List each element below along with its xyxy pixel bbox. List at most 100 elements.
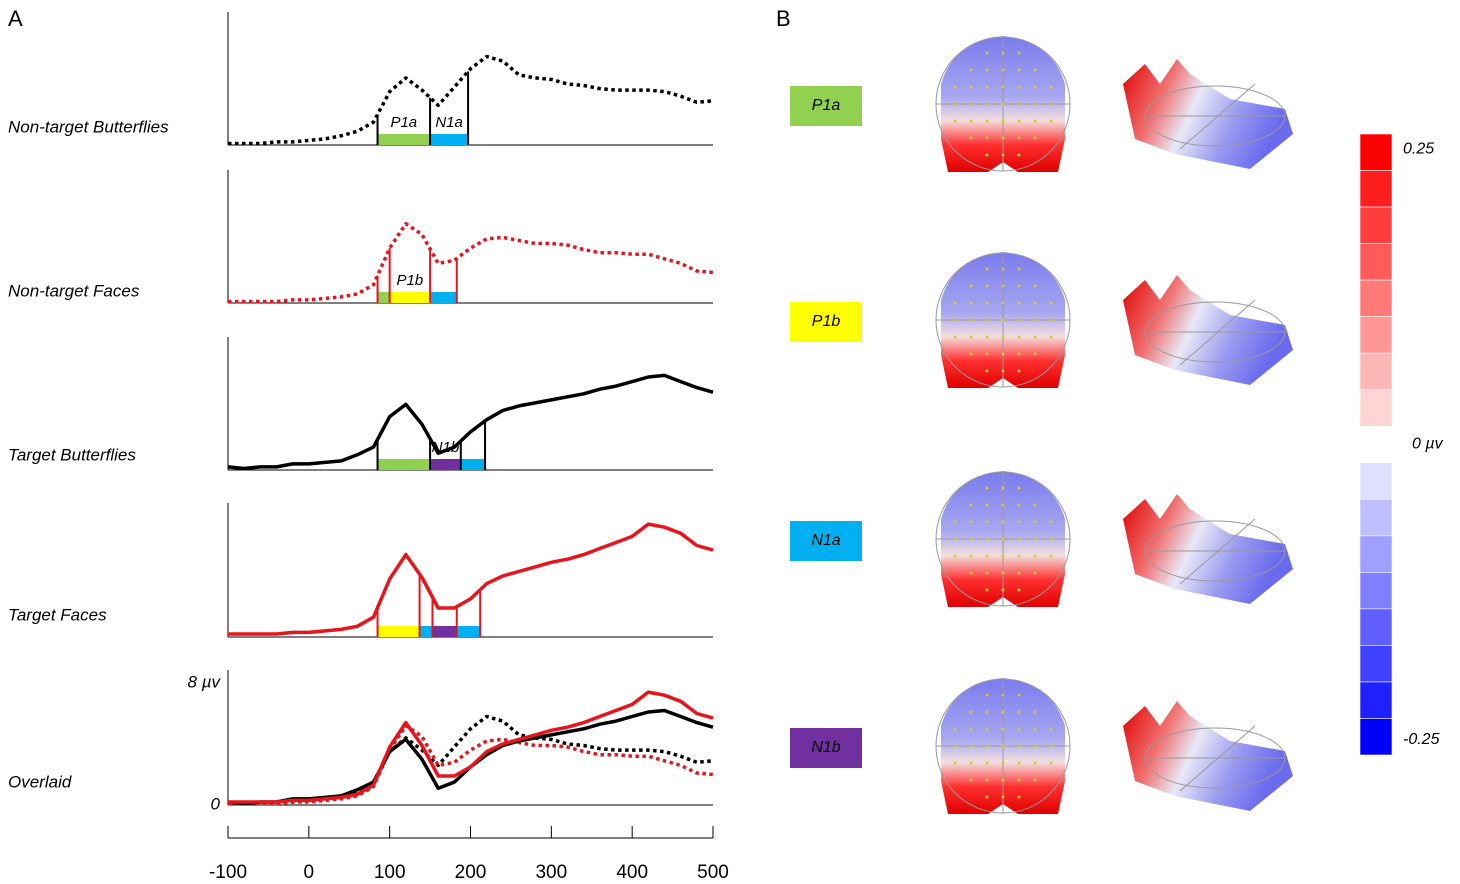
electrode (1049, 301, 1053, 305)
window (430, 134, 469, 145)
electrode (969, 761, 973, 765)
electrode (1049, 554, 1053, 558)
electrode (1033, 503, 1037, 507)
electrode (1017, 85, 1021, 89)
electrode (1033, 301, 1037, 305)
colorbar-label: 0 µv (1412, 436, 1444, 453)
electrode (985, 503, 989, 507)
x-tick-label: 200 (455, 862, 487, 883)
electrode (953, 744, 957, 748)
electrode (985, 537, 989, 541)
electrode (1017, 727, 1021, 731)
electrode (1033, 136, 1037, 140)
electrode (1001, 284, 1005, 288)
colorbar-step (1359, 681, 1393, 719)
electrode (1001, 520, 1005, 524)
electrode (969, 778, 973, 782)
component-box (790, 728, 862, 768)
colorbar-step (1359, 498, 1393, 537)
component-label: P1b (812, 313, 841, 330)
electrode (1017, 761, 1021, 765)
x-tick-label: 300 (535, 862, 567, 883)
electrode (969, 102, 973, 106)
window-label: P1b (397, 272, 424, 289)
topomap-side (1123, 275, 1293, 385)
colorbar-label: 0.25 (1403, 141, 1434, 158)
electrode (953, 520, 957, 524)
electrode (1033, 335, 1037, 339)
electrode (985, 693, 989, 697)
electrode (1001, 369, 1005, 373)
electrode (1001, 267, 1005, 271)
electrode (985, 369, 989, 373)
topomap-side (1123, 494, 1293, 604)
colorbar-step (1359, 608, 1393, 646)
electrode (969, 136, 973, 140)
electrode (1017, 51, 1021, 55)
electrode (1001, 778, 1005, 782)
electrode (969, 520, 973, 524)
electrode (985, 710, 989, 714)
erp-line (228, 522, 714, 636)
topomap-front (935, 678, 1071, 814)
colorbar-step (1359, 389, 1393, 427)
colorbar-step (1359, 279, 1393, 317)
head-axis (1179, 299, 1256, 366)
electrode (985, 267, 989, 271)
electrode (1017, 588, 1021, 592)
electrode (953, 335, 957, 339)
electrode (1017, 136, 1021, 140)
electrode (1049, 744, 1053, 748)
electrode (985, 102, 989, 106)
electrode (1001, 571, 1005, 575)
electrode (969, 503, 973, 507)
electrode (1001, 102, 1005, 106)
scalp-side (1123, 494, 1293, 604)
electrode (985, 352, 989, 356)
x-tick-label: 400 (616, 862, 648, 883)
topomap-side (1123, 59, 1293, 169)
window-label: N1a (435, 114, 463, 131)
panel-title: Non-target Butterflies (8, 117, 169, 136)
electrode (1033, 119, 1037, 123)
electrode (985, 136, 989, 140)
electrode (985, 727, 989, 731)
component-label: N1b (811, 739, 840, 756)
electrode (1017, 301, 1021, 305)
electrode (1049, 537, 1053, 541)
electrode (1001, 51, 1005, 55)
electrode (985, 51, 989, 55)
colorbar-step (1359, 243, 1393, 281)
electrode (1049, 335, 1053, 339)
topomap-front (935, 471, 1071, 607)
topomap-front (935, 252, 1071, 388)
topomap-front (935, 36, 1071, 172)
electrode (1017, 693, 1021, 697)
electrode (953, 102, 957, 106)
x-tick-label: 500 (697, 862, 729, 883)
electrode (969, 318, 973, 322)
electrode (1049, 85, 1053, 89)
electrode (985, 85, 989, 89)
colorbar-step (1359, 645, 1393, 683)
electrode (1017, 778, 1021, 782)
electrode (985, 588, 989, 592)
electrode (985, 571, 989, 575)
electrode (1017, 520, 1021, 524)
electrode (953, 119, 957, 123)
electrode (1049, 727, 1053, 731)
electrode (1017, 267, 1021, 271)
electrode (1017, 710, 1021, 714)
electrode (969, 119, 973, 123)
electrode (1033, 710, 1037, 714)
x-tick-label: 0 (304, 862, 315, 883)
electrode (953, 85, 957, 89)
electrode (1017, 318, 1021, 322)
window (432, 626, 457, 637)
electrode (985, 284, 989, 288)
erp-line (228, 714, 714, 806)
electrode (1001, 554, 1005, 558)
electrode (1001, 68, 1005, 72)
electrode (985, 119, 989, 123)
window (419, 626, 433, 637)
